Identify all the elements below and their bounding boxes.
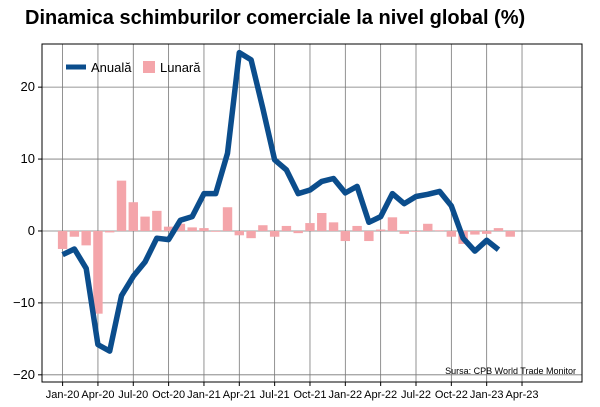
x-tick-label: Jul-20 — [118, 389, 148, 401]
bar-monthly — [364, 230, 374, 242]
bar-monthly — [340, 230, 351, 242]
bar-monthly — [246, 230, 256, 239]
bar-monthly — [281, 225, 292, 231]
bar-monthly — [199, 228, 209, 231]
bar-monthly — [317, 213, 327, 231]
source-note: Sursa: CPB World Trade Monitor — [445, 366, 576, 376]
bar-monthly — [470, 230, 480, 235]
bar-monthly — [163, 226, 174, 231]
bar-monthly — [493, 228, 504, 231]
bar-monthly — [93, 230, 103, 314]
x-tick-label: Jan-22 — [328, 389, 362, 401]
x-tick-label: Oct-22 — [435, 389, 468, 401]
x-tick-label: Oct-21 — [293, 389, 326, 401]
y-tick-label: −10 — [13, 295, 35, 310]
bar-monthly — [305, 223, 315, 231]
x-tick-label: Apr-20 — [81, 389, 114, 401]
annual-line — [61, 49, 501, 354]
bar-monthly — [481, 230, 492, 234]
bar-monthly — [505, 230, 515, 237]
bar-monthly — [105, 230, 115, 233]
y-tick-label: 20 — [21, 79, 35, 94]
y-tick-label: 10 — [21, 151, 35, 166]
monthly-bars — [57, 180, 515, 314]
bar-monthly — [234, 230, 244, 236]
y-axis-ticks: −20 −10 0 10 20 — [13, 79, 42, 382]
bar-monthly — [187, 227, 197, 231]
x-tick-label: Jul-22 — [401, 389, 431, 401]
y-tick-label: −20 — [13, 367, 35, 382]
legend-swatch-lunara — [143, 61, 155, 73]
legend: Anuală Lunară — [66, 60, 201, 75]
legend-label-anuala: Anuală — [91, 60, 132, 75]
bar-monthly — [328, 222, 339, 231]
bar-monthly — [69, 230, 80, 237]
x-tick-label: Jan-23 — [470, 389, 504, 401]
x-tick-label: Apr-23 — [506, 389, 539, 401]
bar-monthly — [222, 207, 233, 231]
bar-monthly — [57, 230, 68, 249]
y-tick-label: 0 — [28, 223, 35, 238]
plot-frame — [41, 43, 583, 383]
annual-line-layer — [61, 49, 501, 354]
bar-monthly — [446, 230, 457, 237]
x-tick-label: Jul-21 — [260, 389, 290, 401]
legend-label-lunara: Lunară — [160, 60, 201, 75]
bar-monthly — [375, 229, 386, 231]
bar-monthly — [293, 230, 303, 234]
x-tick-label: Jan-20 — [46, 389, 80, 401]
x-tick-label: Oct-20 — [152, 389, 185, 401]
bar-monthly — [258, 225, 268, 231]
x-tick-label: Apr-21 — [223, 389, 256, 401]
bar-monthly — [411, 230, 421, 232]
bar-monthly — [140, 216, 150, 231]
bar-monthly — [423, 223, 433, 231]
x-axis-ticks: Jan-20 Apr-20 Jul-20 Oct-20 Jan-21 Apr-21 Jul-… — [46, 382, 539, 401]
bar-monthly — [434, 230, 445, 232]
bar-monthly — [116, 180, 127, 231]
bar-monthly — [399, 230, 409, 234]
bar-monthly — [175, 223, 186, 231]
bar-monthly — [387, 217, 398, 231]
bar-monthly — [211, 230, 221, 232]
x-tick-label: Jan-21 — [187, 389, 221, 401]
bar-monthly — [352, 225, 362, 231]
bar-monthly — [128, 202, 138, 231]
x-tick-label: Apr-22 — [364, 389, 397, 401]
bar-monthly — [269, 230, 280, 237]
chart-title: Dinamica schimburilor comerciale la nive… — [25, 7, 526, 29]
bar-monthly — [81, 230, 91, 246]
bar-monthly — [152, 210, 162, 231]
